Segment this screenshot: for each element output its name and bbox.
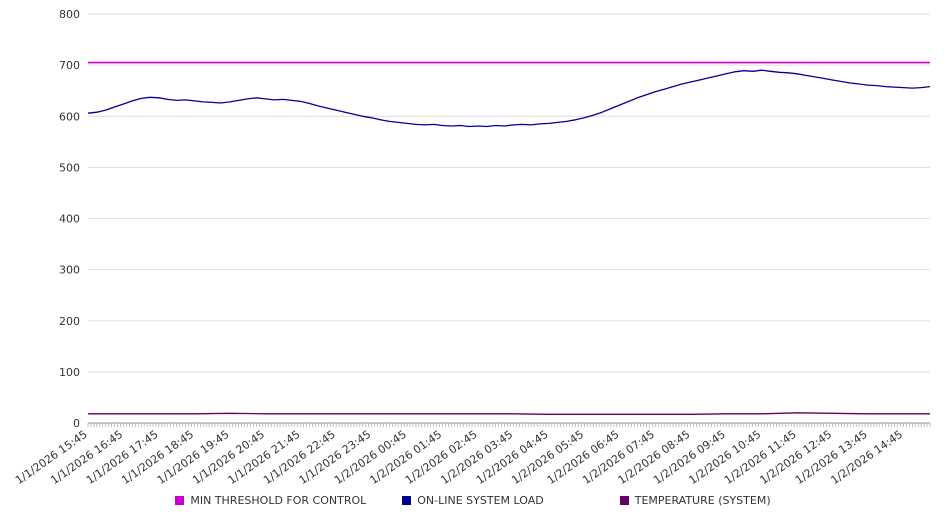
legend-swatch-icon (175, 496, 185, 505)
y-tick-label: 300 (59, 264, 80, 277)
legend-label: TEMPERATURE (SYSTEM) (634, 494, 771, 507)
legend-swatch-icon (402, 496, 412, 505)
series-line (87, 69, 931, 128)
legend-label: ON-LINE SYSTEM LOAD (417, 494, 544, 507)
legend-item[interactable]: TEMPERATURE (SYSTEM) (619, 494, 771, 507)
legend-item[interactable]: ON-LINE SYSTEM LOAD (402, 494, 544, 507)
y-tick-label: 200 (59, 315, 80, 328)
legend-label: MIN THRESHOLD FOR CONTROL (190, 494, 367, 507)
legend: MIN THRESHOLD FOR CONTROL ON-LINE SYSTEM … (0, 494, 946, 507)
y-tick-label: 100 (59, 366, 80, 379)
y-tick-label: 700 (59, 59, 80, 72)
y-tick-label: 400 (59, 213, 80, 226)
y-tick-label: 500 (59, 161, 80, 174)
y-tick-label: 0 (73, 417, 80, 430)
y-tick-label: 600 (59, 110, 80, 123)
legend-swatch-icon (619, 496, 629, 505)
y-tick-label: 800 (59, 8, 80, 21)
series-line (88, 412, 930, 415)
legend-item[interactable]: MIN THRESHOLD FOR CONTROL (175, 494, 366, 507)
